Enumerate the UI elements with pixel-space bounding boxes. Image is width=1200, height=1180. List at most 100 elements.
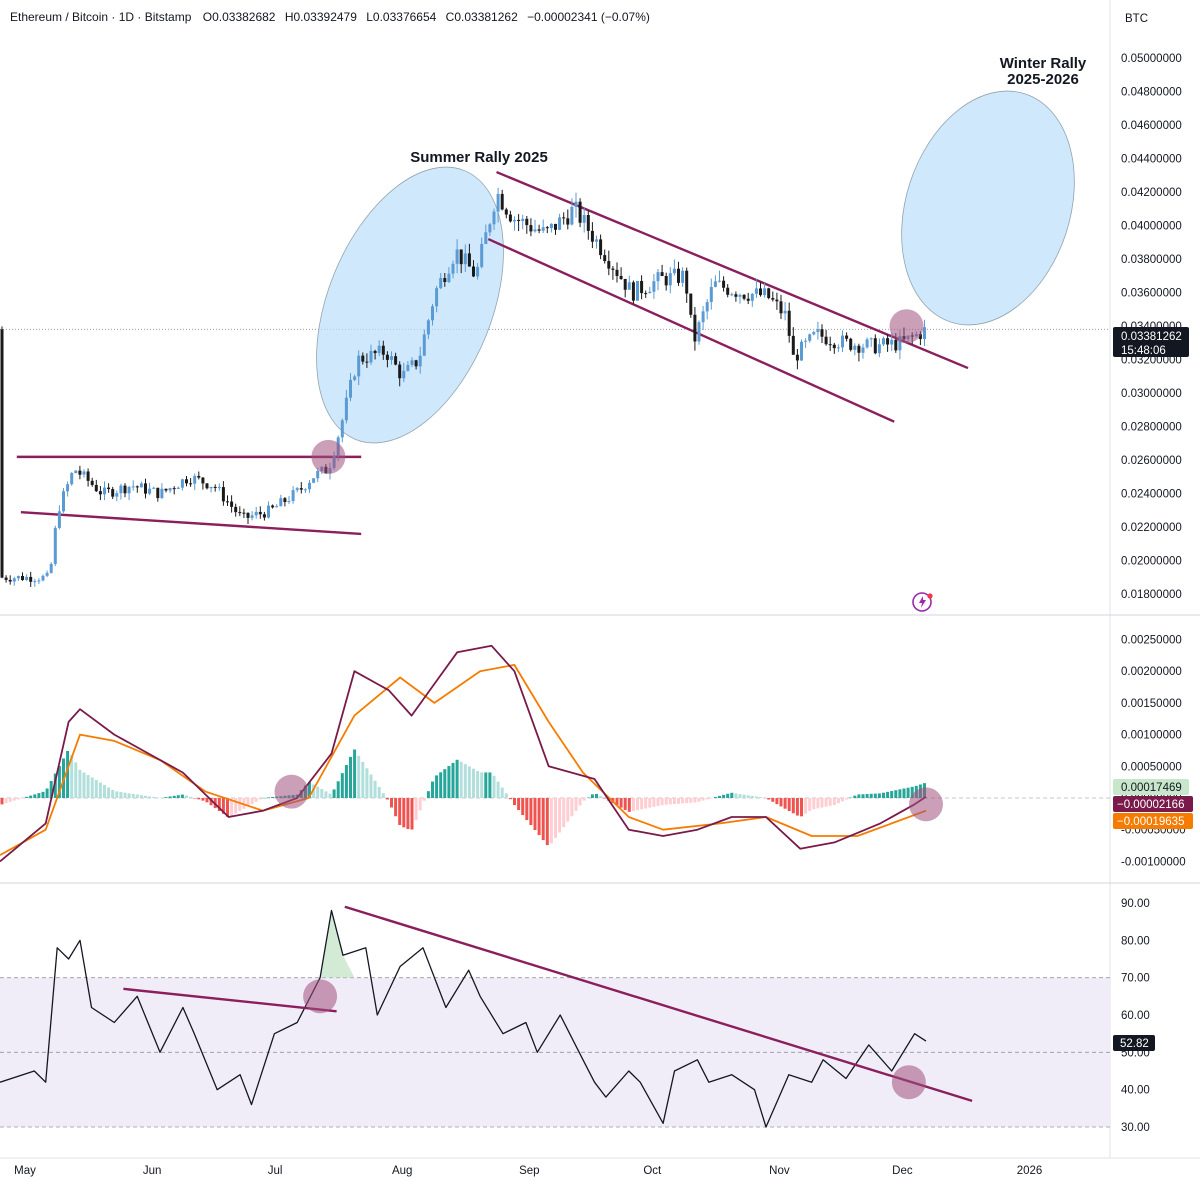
candle-up (763, 288, 767, 296)
candle-down (172, 488, 176, 490)
macd-tags: 0.00017469 −0.00002166 −0.00019635 (1113, 779, 1193, 829)
candle-down (566, 218, 570, 225)
macd-histogram-bar (0, 798, 4, 805)
macd-histogram-bar (246, 798, 250, 807)
macd-histogram-bar (754, 796, 758, 798)
currency-label: BTC (1125, 13, 1148, 25)
macd-histogram-bar (242, 798, 246, 809)
candle-down (824, 336, 828, 345)
candle-down (742, 294, 746, 299)
macd-histogram-bar (795, 798, 799, 816)
symbol-title[interactable]: Ethereum / Bitcoin · 1D · Bitstamp (10, 10, 192, 24)
candle-up (193, 475, 197, 484)
lightning-icon[interactable] (912, 592, 933, 612)
candle-up (168, 488, 172, 491)
macd-histogram-bar (308, 782, 311, 798)
candle-down (845, 335, 849, 339)
macd-histogram-bar (103, 785, 106, 798)
candle-up (148, 488, 152, 494)
macd-histogram-bar (74, 762, 78, 798)
macd-histogram-bar (508, 798, 512, 800)
macd-histogram-bar (554, 798, 557, 838)
macd-pane[interactable] (0, 644, 1110, 863)
candle-down (299, 488, 303, 490)
candle-down (271, 505, 275, 508)
macd-histogram-bar (180, 794, 184, 798)
macd-histogram-bar (164, 797, 168, 798)
candle-up (115, 493, 119, 497)
candle-up (152, 487, 156, 489)
macd-histogram-bar (57, 766, 61, 798)
macd-histogram-bar (78, 769, 82, 798)
candle-up (139, 483, 143, 488)
symbol-legend[interactable]: Ethereum / Bitcoin · 1D · Bitstamp O0.03… (10, 10, 650, 24)
macd-histogram-bar (172, 795, 176, 798)
candle-up (410, 360, 414, 365)
candle-up (898, 336, 902, 351)
candle-up (496, 193, 500, 212)
candle-up (390, 356, 393, 360)
macd-histogram-bar (615, 798, 619, 806)
macd-histogram-bar (513, 798, 516, 806)
candle-up (176, 487, 180, 489)
macd-histogram-bar (209, 798, 213, 806)
candle-down (779, 301, 783, 314)
macd-histogram-bar (25, 796, 29, 798)
candle-down (205, 483, 209, 489)
candle-down (111, 489, 115, 497)
candle-up (800, 341, 803, 361)
winter-rally-ellipse (901, 90, 1075, 326)
candle-down (677, 268, 680, 283)
price-tick-label: 0.02000000 (1121, 556, 1182, 568)
candle-down (221, 487, 225, 502)
rsi-breakout-circle (891, 1065, 926, 1100)
price-pane[interactable] (0, 69, 1110, 587)
price-tick-label: 0.04800000 (1121, 87, 1182, 99)
candle-up (672, 268, 676, 274)
macd-histogram-bar (779, 798, 783, 807)
candle-up (103, 487, 106, 495)
candle-down (467, 253, 471, 267)
macd-histogram-bar (33, 794, 37, 798)
candle-down (185, 479, 188, 484)
time-axis[interactable]: May Jun Jul Aug Sep Oct Nov Dec 2026 (14, 1165, 1042, 1177)
macd-histogram-bar (230, 798, 234, 816)
candle-up (369, 350, 373, 363)
candle-up (295, 488, 299, 491)
candle-down (771, 298, 775, 300)
candle-up (816, 329, 820, 333)
price-tick-label: 0.04400000 (1121, 154, 1182, 166)
candle-up (357, 355, 361, 377)
macd-histogram-bar (107, 787, 111, 798)
ohlc-open: O0.03382682 (203, 10, 276, 24)
macd-signal-tag: −0.00019635 (1117, 816, 1184, 828)
macd-line (0, 644, 927, 863)
macd-histogram-bar (586, 797, 590, 798)
macd-histogram-bar (320, 789, 324, 798)
candle-down (660, 272, 664, 276)
price-tick-label: 0.02800000 (1121, 422, 1182, 434)
price-axis[interactable]: 0.01800000 0.02000000 0.02200000 0.02400000… (1121, 53, 1182, 601)
candle-down (135, 486, 139, 488)
candle-up (406, 364, 410, 371)
candle-down (640, 280, 644, 294)
macd-histogram-bar (877, 793, 881, 798)
rsi-overbought-fill (308, 910, 355, 978)
macd-histogram-bar (205, 798, 209, 803)
candle-down (238, 512, 242, 514)
rsi-pane[interactable] (0, 905, 1110, 1128)
rsi-trendline (344, 905, 973, 1103)
candle-up (812, 332, 816, 335)
price-trendline (487, 237, 895, 423)
candle-up (291, 490, 295, 502)
macd-histogram-bar (377, 787, 381, 798)
candle-up (705, 302, 709, 312)
macd-histogram-bar (734, 793, 738, 798)
candle-down (398, 364, 402, 379)
candle-up (513, 219, 516, 222)
macd-histogram-bar (201, 798, 205, 801)
macd-histogram-bar (619, 798, 623, 808)
macd-histogram-bar (886, 791, 890, 798)
candle-down (685, 270, 689, 294)
